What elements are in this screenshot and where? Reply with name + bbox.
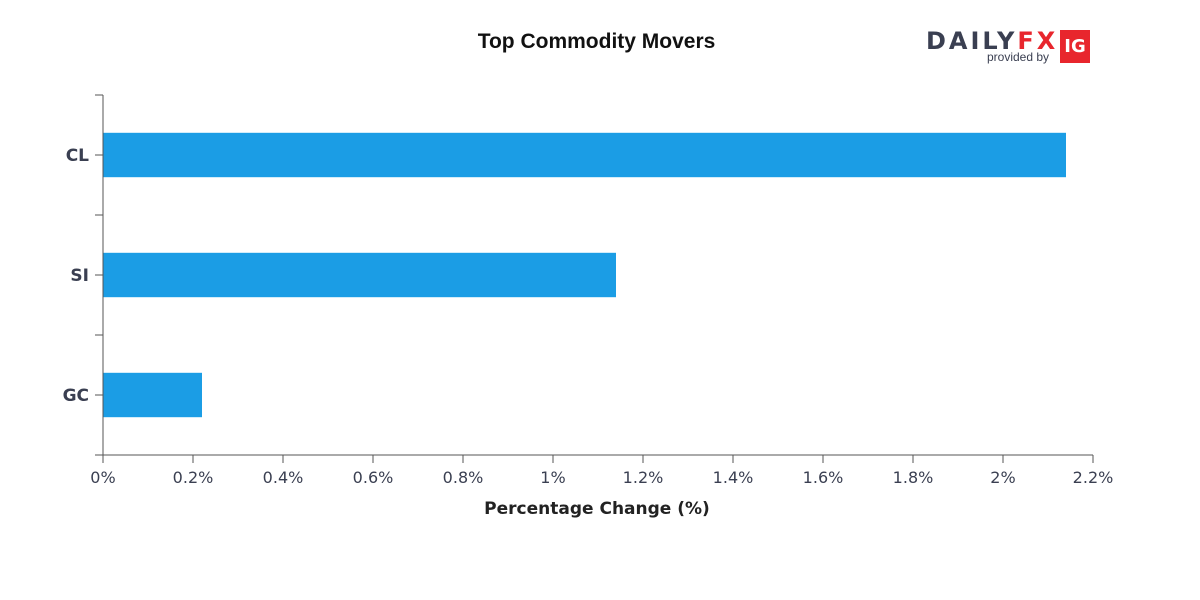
y-tick-label-cl: CL [66,146,89,166]
bar-cl[interactable] [103,132,1066,178]
bar-gc[interactable] [103,372,202,418]
logo-provided-by: provided by [987,50,1050,64]
chart-title: Top Commodity Movers [477,30,716,53]
x-tick-label: 1.4% [713,468,754,487]
x-tick-label: 1.2% [623,468,664,487]
x-tick-label: 0.2% [173,468,214,487]
x-tick-label: 1% [540,468,565,487]
y-tick-label-si: SI [70,266,89,286]
dailyfx-logo[interactable]: DAILYFX provided by IG [926,28,1092,66]
x-tick-label: 1.6% [803,468,844,487]
axes-layer [95,94,1094,463]
x-tick-label: 1.8% [893,468,934,487]
x-tick-label: 2% [990,468,1015,487]
bar-si[interactable] [103,252,616,298]
x-axis-title: Percentage Change (%) [484,499,710,519]
x-tick-label: 0% [90,468,115,487]
y-tick-label-gc: GC [63,386,89,406]
x-tick-label: 0.4% [263,468,304,487]
x-tick-label: 2.2% [1073,468,1114,487]
bars-layer [103,132,1066,418]
logo-wordmark: DAILYFX [926,28,1058,54]
labels-layer: CL SI GC 0% 0.2% 0.4% 0.6% 0.8% 1% 1.2% 1.4% 1.6% 1.… [63,146,1114,487]
x-tick-label: 0.6% [353,468,394,487]
ig-badge-icon: IG [1060,30,1090,63]
logo-daily-text: DAILY [926,27,1018,55]
x-tick-label: 0.8% [443,468,484,487]
logo-fx-text: FX [1017,27,1059,55]
